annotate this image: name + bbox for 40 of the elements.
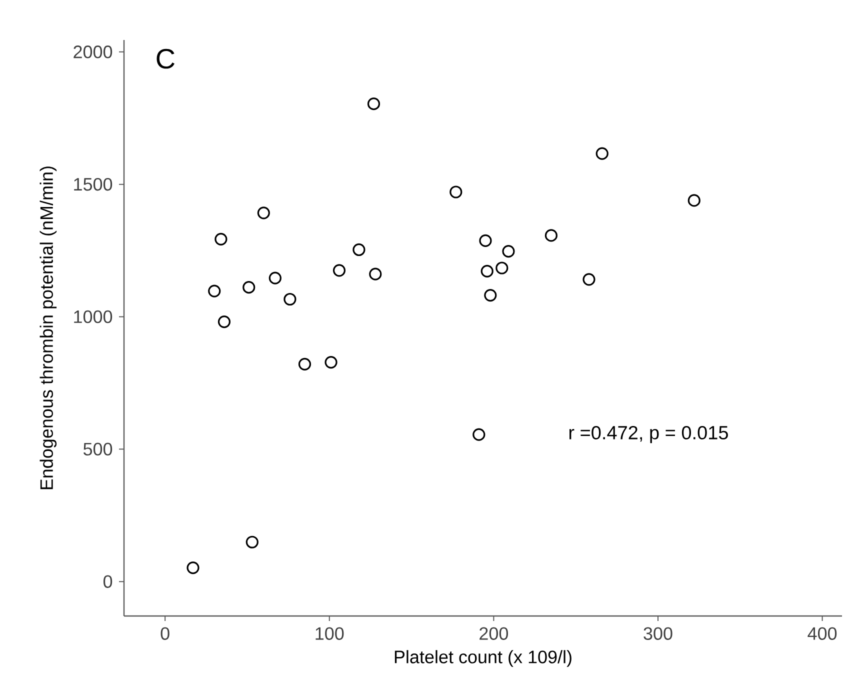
y-tick-label: 500 xyxy=(83,442,112,456)
point xyxy=(208,284,221,298)
annotation: r =0.472, p = 0.015 xyxy=(569,426,728,444)
point xyxy=(246,536,258,548)
point xyxy=(298,358,312,370)
point xyxy=(502,245,515,258)
point xyxy=(352,243,366,256)
y-tick-label: 2000 xyxy=(74,46,112,58)
point xyxy=(218,315,231,328)
chart-title: C xyxy=(156,48,174,69)
point xyxy=(284,292,296,306)
point xyxy=(496,262,508,274)
point xyxy=(484,288,497,302)
point xyxy=(324,356,338,369)
point xyxy=(472,428,486,441)
point xyxy=(214,232,228,246)
y-tick-label: 0 xyxy=(103,575,112,588)
point xyxy=(186,562,200,574)
y-axis-title: Endogenous thrombin potential (nM/min) xyxy=(40,166,57,490)
y-tick-label: 1500 xyxy=(74,178,112,191)
x-tick-label: 200 xyxy=(480,627,508,640)
point xyxy=(596,147,608,160)
y-tick-label: 1000 xyxy=(74,310,112,324)
x-tick-label: 0 xyxy=(160,627,170,640)
point xyxy=(332,264,346,277)
point xyxy=(582,273,596,286)
x-tick-label: 400 xyxy=(808,627,837,640)
point xyxy=(480,264,494,278)
point xyxy=(479,234,492,248)
point xyxy=(688,194,700,207)
point xyxy=(268,272,282,284)
point xyxy=(544,229,558,242)
point xyxy=(257,206,270,220)
x-tick-label: 300 xyxy=(644,627,672,640)
point xyxy=(369,268,382,280)
point xyxy=(367,98,380,110)
x-axis-title: Platelet count (x 109/l) xyxy=(394,650,572,667)
point xyxy=(242,281,256,294)
x-tick-label: 100 xyxy=(316,627,344,640)
point xyxy=(450,186,462,198)
